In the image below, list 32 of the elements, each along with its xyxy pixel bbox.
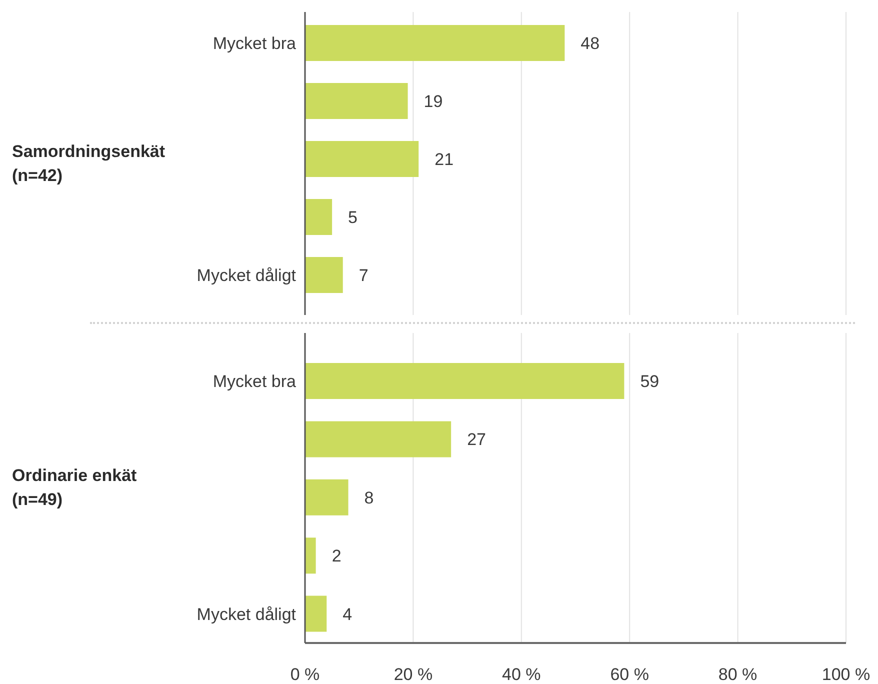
- bar: [305, 25, 565, 61]
- data-label: 2: [332, 546, 342, 566]
- bar: [305, 141, 419, 177]
- y-tick-label: Mycket dåligt: [196, 604, 296, 624]
- x-tick-label: 20 %: [394, 665, 433, 684]
- text: Ordinarie enkät (n=49): [12, 465, 138, 511]
- data-label: 4: [342, 604, 352, 624]
- bar: [305, 538, 316, 574]
- y-tick-label: Mycket dåligt: [196, 266, 296, 286]
- data-label: 7: [358, 266, 368, 286]
- x-tick-label: 80 %: [718, 665, 758, 684]
- bar: [305, 363, 624, 399]
- y-tick-label: Mycket bra: [212, 34, 297, 54]
- y-tick-label: Mycket bra: [212, 372, 297, 392]
- x-tick-label: 60 %: [610, 665, 649, 684]
- data-label: 19: [424, 92, 443, 112]
- x-tick-label: 100 %: [822, 665, 870, 684]
- text: Samordningsenkät (n=42): [12, 140, 166, 186]
- bar: [305, 596, 327, 632]
- x-tick-label: 40 %: [502, 665, 541, 684]
- data-label: 59: [640, 372, 660, 392]
- data-label: 27: [467, 430, 486, 450]
- data-label: 21: [434, 150, 454, 170]
- data-label: 8: [364, 488, 374, 508]
- x-tick-label: 0 %: [290, 665, 320, 684]
- bar: [305, 83, 408, 119]
- data-label: 48: [580, 34, 600, 54]
- bar: [305, 421, 452, 458]
- data-label: 5: [348, 208, 358, 228]
- bar: [305, 257, 343, 293]
- bar: [305, 479, 348, 516]
- bar: [305, 199, 332, 235]
